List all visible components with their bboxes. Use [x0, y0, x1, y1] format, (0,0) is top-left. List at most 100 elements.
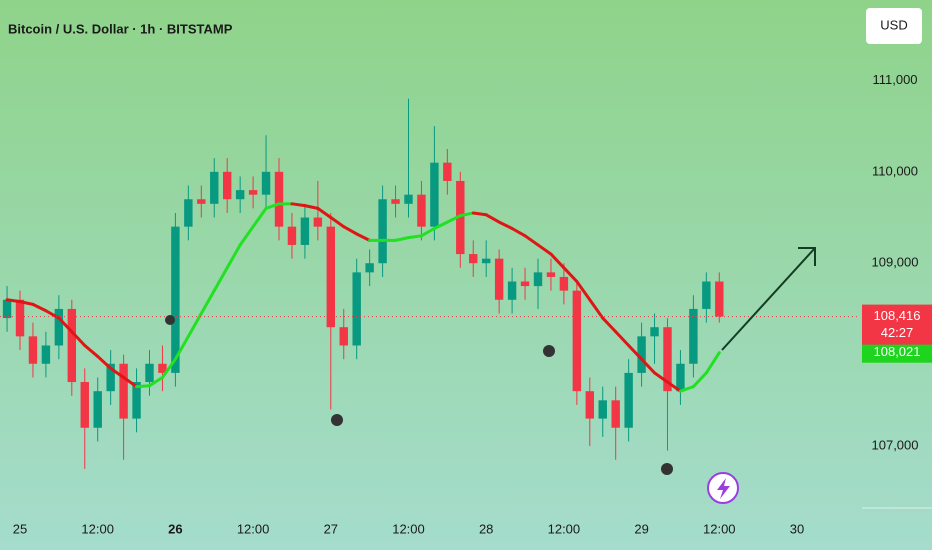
ma-segment: [83, 343, 100, 358]
candle-body: [469, 254, 478, 264]
ma-segment: [458, 211, 475, 218]
candle-body: [365, 263, 374, 273]
x-tick-label: 12:00: [392, 521, 425, 536]
candle-body: [261, 171, 271, 195]
candle-body: [339, 327, 348, 346]
x-tick-label: 28: [479, 521, 493, 536]
candle-body: [145, 363, 154, 383]
ma-segment: [225, 243, 242, 270]
candle-body: [676, 363, 685, 392]
icons: [165, 315, 739, 504]
ma-segment: [665, 380, 682, 393]
ma-segment: [536, 243, 553, 256]
ma-segment: [471, 211, 488, 217]
ma-segment: [510, 226, 527, 238]
bomb-icon: [331, 414, 343, 426]
bomb-icon: [661, 463, 673, 475]
ma-segment: [562, 266, 579, 284]
arrow-head: [798, 247, 816, 266]
ma-segment: [523, 234, 540, 247]
y-tick-label: 107,000: [872, 437, 919, 452]
x-tick-label: 30: [790, 521, 804, 536]
bomb-icon: [165, 315, 175, 325]
lightning-bolt: [717, 478, 730, 499]
ma-segment: [601, 316, 618, 334]
candle-body: [494, 258, 504, 300]
candle-body: [417, 194, 426, 227]
ma-price-tag: [862, 342, 932, 363]
y-tick-label: 111,000: [872, 72, 917, 87]
candle-body: [197, 199, 206, 204]
candle-body: [702, 281, 711, 309]
candle-body: [546, 272, 556, 277]
candle-body: [507, 281, 517, 300]
ma-segment: [497, 220, 514, 230]
x-tick-label: 25: [13, 521, 27, 536]
ma-segment: [96, 354, 113, 370]
candle-body: [2, 299, 12, 319]
candle-body: [598, 400, 607, 419]
ma-segment: [678, 385, 695, 393]
ma-segment: [575, 280, 592, 302]
ma-segment: [704, 351, 721, 375]
ma-segment: [549, 252, 566, 270]
ma-segment: [173, 334, 190, 361]
ma-segment: [135, 384, 152, 389]
candle-body: [689, 308, 698, 364]
candle-body: [93, 391, 102, 428]
candle-body: [624, 372, 633, 428]
x-tick-label: 27: [324, 521, 338, 536]
arrow-annotation: [721, 247, 816, 351]
candle-body: [456, 180, 465, 255]
last-price-tag: [862, 304, 932, 345]
candle-body: [222, 171, 232, 200]
bomb-icon: [543, 345, 555, 357]
candle-body: [430, 162, 439, 227]
candle-body: [54, 308, 64, 346]
candle-body: [326, 226, 336, 328]
candle-body: [313, 217, 323, 227]
candle-body: [132, 382, 141, 419]
x-tick-label: 29: [634, 521, 648, 536]
candle-body: [650, 327, 659, 337]
candle-body: [300, 217, 310, 245]
ma-segment: [329, 216, 346, 229]
ma-segment: [264, 202, 281, 210]
x-tick-label: 12:00: [237, 521, 270, 536]
candle-body: [235, 190, 245, 200]
candle-body: [378, 199, 387, 264]
ma-segment: [342, 225, 359, 236]
candle-body: [352, 272, 361, 346]
candle-body: [481, 258, 491, 264]
ma-segment: [160, 357, 177, 379]
ma-segment: [394, 236, 410, 242]
candle-body: [184, 199, 193, 227]
candle-body: [28, 336, 38, 364]
ma-segment: [70, 330, 87, 347]
ma-segment: [18, 300, 35, 306]
x-tick-label: 26: [168, 521, 182, 536]
x-tick-label: 12:00: [703, 521, 736, 536]
candle-body: [715, 281, 724, 317]
candle-body: [210, 171, 219, 204]
candle-body: [663, 327, 672, 392]
candle-body: [287, 226, 297, 245]
ma-segment: [355, 232, 372, 242]
candle-body: [391, 199, 400, 204]
ma-segment: [238, 225, 255, 247]
y-tick-label: 109,000: [872, 255, 919, 270]
candle-body: [443, 162, 452, 181]
ma-segment: [588, 298, 605, 320]
candle-body: [520, 281, 530, 287]
ma-segment: [419, 226, 436, 238]
currency-button[interactable]: [866, 8, 922, 44]
candle-body: [637, 336, 646, 373]
candle-body: [171, 226, 180, 373]
ma-segment: [251, 206, 268, 229]
x-tick-label: 12:00: [81, 521, 114, 536]
candle-body: [404, 194, 413, 204]
ma-segment: [627, 343, 644, 361]
ma-segment: [653, 371, 669, 384]
